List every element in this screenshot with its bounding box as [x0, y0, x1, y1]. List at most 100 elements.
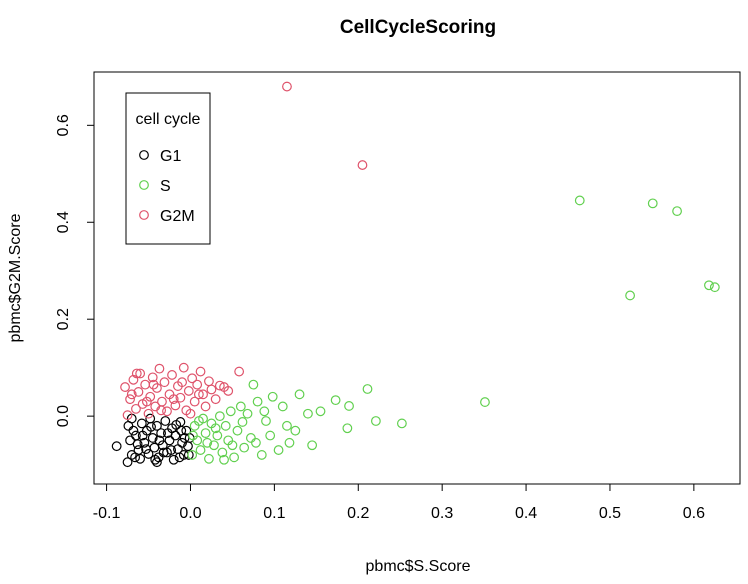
- point-g1: [147, 433, 158, 443]
- point-s: [239, 442, 250, 453]
- point-g2m: [133, 387, 144, 397]
- point-s: [209, 440, 219, 451]
- point-s: [193, 416, 204, 426]
- point-g2m: [183, 386, 194, 396]
- point-g2m: [189, 396, 200, 407]
- legend-label: G2M: [160, 208, 195, 225]
- point-s: [315, 406, 326, 417]
- legend-marker-g1: [139, 150, 149, 160]
- point-s: [574, 195, 585, 206]
- point-s: [217, 447, 228, 458]
- point-s: [265, 430, 276, 441]
- point-g1: [137, 430, 148, 441]
- point-g2m: [167, 370, 177, 380]
- point-g2m: [162, 406, 172, 417]
- point-g2m: [204, 376, 214, 387]
- point-g2m: [148, 379, 159, 390]
- point-s: [256, 450, 267, 460]
- point-g2m: [145, 391, 156, 402]
- point-s: [303, 408, 313, 419]
- point-g1: [130, 452, 141, 463]
- legend-marker-g2m: [139, 210, 149, 220]
- point-s: [672, 206, 682, 217]
- point-s: [200, 428, 211, 439]
- point-g2m: [175, 392, 186, 403]
- point-g1: [150, 454, 161, 465]
- point-s: [396, 418, 407, 429]
- point-g2m: [125, 394, 135, 405]
- point-g2m: [122, 410, 133, 421]
- y-axis: 0.0 0.2 0.4 0.6: [55, 114, 95, 427]
- point-g1: [152, 457, 162, 468]
- legend-title: cell cycle: [136, 111, 201, 128]
- point-g1: [174, 452, 185, 463]
- point-s: [219, 454, 229, 465]
- point-s: [277, 401, 288, 412]
- point-s: [204, 453, 214, 464]
- point-g2m: [147, 372, 158, 383]
- point-s: [344, 401, 354, 411]
- point-g1: [156, 428, 167, 439]
- point-g2m: [157, 396, 167, 407]
- point-g1: [177, 437, 187, 448]
- legend-label: G1: [160, 148, 181, 165]
- point-g2m: [120, 382, 130, 392]
- point-s: [188, 430, 198, 441]
- points-layer: [111, 81, 720, 468]
- point-g2m: [159, 377, 170, 388]
- point-s: [261, 416, 271, 426]
- legend-box: [125, 92, 211, 245]
- x-tick-label: 0.1: [263, 505, 285, 522]
- x-tick-label: 0.6: [683, 505, 705, 522]
- legend-marker-s: [139, 180, 149, 190]
- point-g1: [154, 435, 165, 446]
- point-g1: [162, 428, 173, 439]
- point-g2m: [200, 401, 211, 412]
- point-g2m: [195, 366, 206, 377]
- point-g2m: [141, 396, 152, 407]
- point-s: [294, 389, 305, 400]
- point-s: [245, 433, 256, 443]
- point-g1: [183, 450, 194, 460]
- point-g2m: [187, 373, 198, 384]
- point-s: [220, 420, 231, 431]
- point-s: [362, 384, 373, 394]
- point-g2m: [177, 377, 187, 388]
- point-g1: [126, 450, 137, 460]
- x-tick-label: 0.5: [599, 505, 621, 522]
- point-g1: [158, 447, 169, 458]
- x-tick-label: 0.0: [179, 505, 201, 522]
- legend-label: S: [160, 178, 171, 195]
- point-g1: [141, 444, 151, 455]
- point-g1: [125, 435, 135, 446]
- point-g1: [122, 457, 133, 468]
- x-tick-label: -0.1: [93, 505, 121, 522]
- point-g2m: [193, 389, 204, 400]
- point-g2m: [152, 383, 162, 393]
- point-g1: [111, 441, 122, 452]
- y-axis-label: pbmc$G2M.Score: [7, 213, 24, 342]
- x-tick-label: 0.2: [347, 505, 369, 522]
- x-axis: -0.1 0.0 0.1 0.2 0.3 0.4 0.5 0.6: [93, 483, 705, 522]
- point-s: [229, 452, 240, 463]
- point-g1: [157, 440, 168, 451]
- legend: cell cycle G1 S G2M: [125, 92, 211, 245]
- point-g1: [160, 416, 171, 426]
- point-g2m: [206, 384, 217, 395]
- point-g2m: [357, 160, 368, 170]
- point-g2m: [178, 362, 189, 373]
- point-s: [235, 401, 246, 412]
- point-g2m: [198, 389, 208, 400]
- point-g1: [139, 437, 150, 448]
- point-s: [330, 395, 341, 406]
- point-g1: [153, 452, 164, 463]
- point-s: [282, 420, 292, 431]
- point-s: [212, 430, 223, 441]
- point-s: [273, 445, 284, 455]
- point-g2m: [131, 368, 142, 379]
- y-tick-label: 0.6: [55, 114, 72, 136]
- point-s: [290, 425, 301, 436]
- point-g2m: [234, 366, 245, 377]
- point-s: [259, 406, 270, 417]
